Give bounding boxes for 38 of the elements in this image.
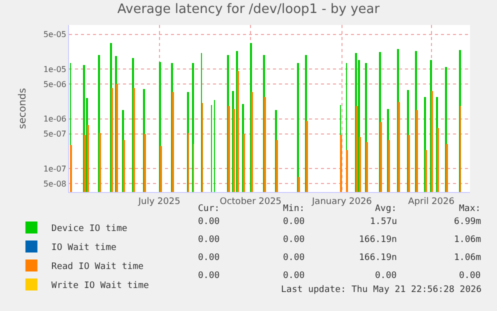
text: 0.00 (459, 271, 481, 281)
text: 0.00 (198, 235, 220, 245)
text: Max: (459, 204, 481, 214)
text: 0.00 (198, 271, 220, 281)
x-tick-label: April 2026 (408, 196, 455, 207)
text: 0.00 (198, 217, 220, 227)
text: 0.00 (198, 253, 220, 263)
text: 0.00 (375, 271, 397, 281)
text: 1.06m (454, 253, 482, 263)
text: Last update: Thu May 21 22:56:28 2026 (281, 285, 482, 295)
chart-title: Average latency for /dev/loop1 - by year (117, 2, 380, 18)
text: 0.00 (283, 271, 305, 281)
text: 166.19n (359, 253, 397, 263)
text: Min: (283, 204, 305, 214)
y-tick-label: 5e-05 (43, 30, 66, 40)
y-tick-label: 5e-08 (43, 179, 66, 188)
text: 0.00 (283, 217, 305, 227)
x-tick-label: January 2026 (311, 196, 372, 207)
text: 6.99m (454, 217, 482, 227)
y-tick-label: 1e-07 (43, 164, 66, 174)
text: 166.19n (359, 235, 397, 245)
text: Cur: (198, 204, 220, 214)
text: 0.00 (283, 235, 305, 245)
y-tick-label: 1e-05 (43, 64, 66, 74)
text: 1.57u (370, 217, 398, 227)
y-tick-label: 1e-06 (43, 114, 66, 124)
legend-label: Read IO Wait time (51, 262, 144, 272)
y-tick-label: 5e-07 (43, 130, 66, 139)
legend-label: IO Wait time (51, 243, 116, 254)
x-tick-label: July 2025 (137, 196, 180, 207)
text: 0.00 (283, 253, 305, 263)
legend-label: Device IO time (51, 224, 128, 234)
x-tick-label: October 2025 (220, 196, 282, 207)
y-axis-title: seconds (17, 88, 28, 129)
text: 1.06m (454, 235, 482, 245)
legend-label: Write IO Wait time (51, 281, 149, 292)
text: Avg: (375, 204, 397, 214)
y-tick-label: 5e-06 (43, 80, 66, 89)
